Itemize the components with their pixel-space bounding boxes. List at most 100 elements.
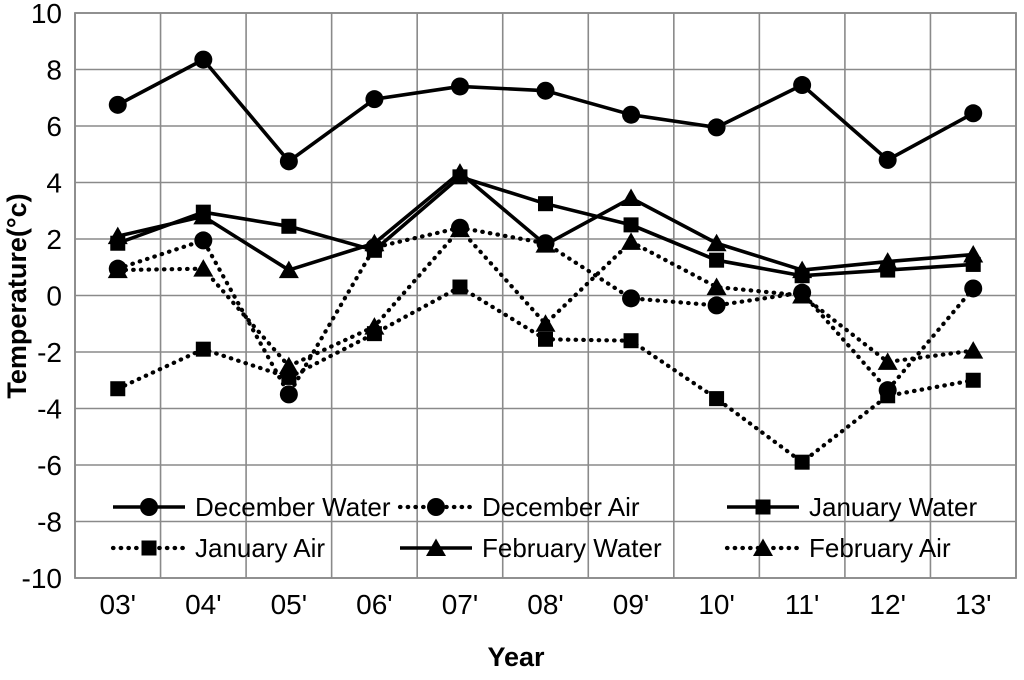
y-tick-label: 4	[46, 168, 62, 199]
february-water-marker	[792, 260, 813, 279]
y-tick-label: -4	[37, 394, 62, 425]
plot-border	[74, 12, 1017, 579]
chart-gridlines	[74, 12, 1017, 579]
january-water-marker	[623, 217, 639, 233]
december-air-marker	[622, 289, 641, 308]
x-axis-title: Year	[487, 642, 545, 672]
december-water-marker	[536, 81, 555, 100]
y-tick-label: -10	[22, 563, 62, 594]
december-water-marker	[279, 152, 298, 171]
x-tick-label: 07'	[442, 589, 479, 620]
legend-item-february-air: February Air	[724, 533, 951, 563]
legend-item-january-water: January Water	[727, 492, 977, 522]
legend-item-december-water: December Water	[113, 492, 391, 522]
january-air-marker	[195, 341, 211, 357]
february-water-marker	[449, 163, 470, 181]
january-air-marker	[794, 454, 810, 470]
december-water-marker	[108, 95, 127, 114]
series-december-water	[108, 50, 983, 171]
january-air-marker	[110, 381, 126, 397]
series-february-air	[107, 219, 984, 375]
y-tick-label: 0	[46, 281, 62, 312]
legend-label: December Air	[482, 492, 640, 522]
december-water-marker	[622, 105, 641, 124]
y-tick-label: -8	[37, 507, 62, 538]
february-air-marker	[364, 317, 385, 335]
january-air-marker	[623, 333, 639, 349]
x-tick-label: 13'	[955, 589, 992, 620]
january-air-marker	[709, 391, 725, 407]
december-water-marker	[878, 150, 897, 169]
legend-sample-marker	[755, 499, 771, 515]
february-air-marker	[278, 356, 299, 375]
january-water-marker	[538, 196, 553, 212]
legend-label: January Water	[809, 492, 977, 522]
y-tick-label: -6	[37, 450, 62, 481]
legend-sample-marker	[140, 498, 158, 516]
x-tick-label: 06'	[356, 589, 393, 620]
december-air-marker	[279, 385, 298, 404]
y-tick-label: -2	[37, 337, 62, 368]
y-tick-label: 2	[46, 224, 62, 255]
february-air-marker	[706, 277, 727, 296]
february-air-marker	[792, 286, 813, 304]
legend-item-february-water: February Water	[400, 533, 662, 563]
december-water-marker	[194, 50, 213, 69]
february-water-marker	[706, 233, 727, 252]
legend-label: February Water	[482, 533, 662, 563]
january-air-marker	[538, 331, 553, 347]
december-water-marker	[793, 76, 812, 95]
x-tick-label: 12'	[869, 589, 906, 620]
legend-item-december-air: December Air	[397, 492, 640, 522]
y-axis-ticks: 10 8 6 4 2 0 -2 -4 -6 -8 -10	[22, 0, 62, 594]
february-water-marker	[877, 252, 898, 270]
february-air-marker	[963, 341, 984, 359]
legend-sample-marker	[753, 538, 773, 556]
legend-label: January Air	[195, 533, 325, 563]
february-air-marker	[449, 219, 470, 238]
february-air-marker	[193, 259, 214, 277]
legend-sample-marker	[427, 498, 445, 516]
february-air-marker	[877, 352, 898, 370]
x-tick-label: 09'	[613, 589, 650, 620]
legend-sample-marker	[426, 538, 446, 556]
december-water-marker	[365, 90, 384, 109]
february-water-marker	[107, 226, 128, 245]
legend-sample-marker	[141, 540, 157, 556]
february-air-marker	[621, 232, 642, 250]
december-air-marker	[707, 296, 726, 315]
january-air-marker	[965, 372, 981, 388]
january-water-marker	[709, 252, 725, 268]
december-air-line	[115, 225, 976, 397]
x-axis-ticks: 03' 04' 05' 06' 07' 08' 09' 10' 11' 12' 13'	[100, 589, 992, 620]
december-water-marker	[964, 104, 983, 123]
february-air-marker	[535, 314, 556, 332]
january-air-marker	[452, 279, 468, 295]
legend-label: December Water	[195, 492, 391, 522]
january-water-marker	[281, 218, 297, 234]
series-february-water	[107, 163, 984, 279]
february-water-marker	[963, 245, 984, 263]
february-water-marker	[278, 260, 299, 279]
december-water-marker	[707, 118, 726, 137]
february-water-marker	[364, 233, 385, 252]
y-axis-title: Temperature(°c)	[2, 193, 32, 398]
february-water-marker	[193, 206, 214, 225]
legend-label: February Air	[809, 533, 951, 563]
legend-item-january-air: January Air	[110, 533, 325, 563]
december-air-marker	[194, 231, 213, 250]
y-tick-label: 8	[46, 55, 62, 86]
february-water-marker	[535, 235, 556, 253]
chart-legend: December Water December Air January Water J…	[110, 492, 977, 563]
february-air-marker	[107, 260, 128, 279]
y-tick-label: 10	[31, 0, 62, 29]
x-tick-label: 11'	[785, 589, 819, 620]
x-tick-label: 10'	[698, 589, 735, 620]
x-tick-label: 03'	[100, 589, 137, 620]
x-tick-label: 04'	[185, 589, 222, 620]
february-water-marker	[621, 188, 642, 207]
december-water-marker	[450, 77, 469, 96]
chart-series	[107, 50, 984, 470]
